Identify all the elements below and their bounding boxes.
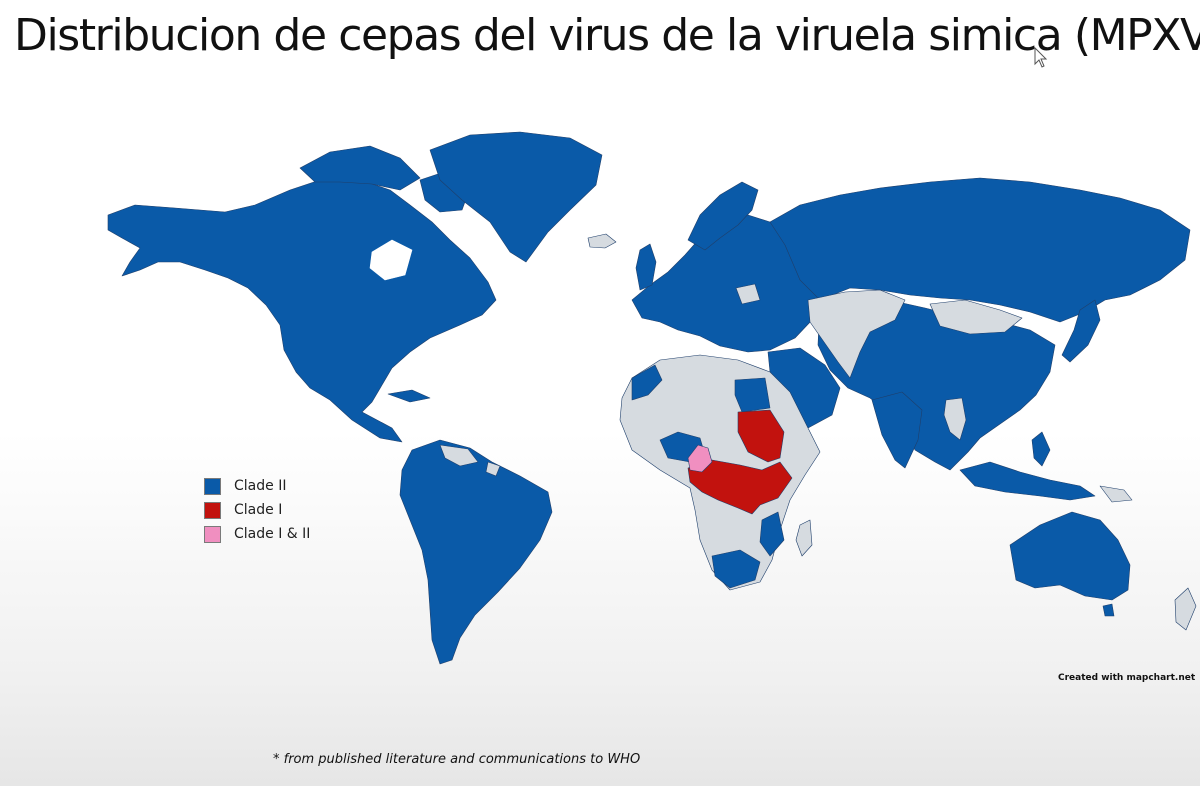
region-iceland [587,233,617,249]
legend-item-clade-ii: Clade II [204,474,310,498]
region-canadian-arctic [299,145,421,191]
region-new-zealand [1174,587,1197,631]
region-egypt [734,377,771,413]
region-suriname [485,461,501,477]
legend-swatch [204,501,221,519]
legend-label: Clade II [234,478,287,494]
region-cameroon [687,444,713,473]
region-hudson-bay [369,239,413,281]
region-venezuela [439,444,479,467]
map-credit: Created with mapchart.net [1058,673,1196,683]
region-mozambique [759,511,785,557]
region-southern-africa [711,549,761,589]
region-central-asia [807,289,906,379]
region-mongolia [929,299,1023,335]
region-papua [1099,485,1133,503]
region-cuba [387,389,431,403]
region-tasmania [1102,603,1115,617]
legend-swatch [204,477,221,495]
region-belarus [735,283,761,305]
region-madagascar [795,519,813,557]
region-japan [1061,299,1101,363]
region-morocco [631,364,663,401]
legend-swatch [204,525,221,543]
region-russia [769,177,1191,323]
region-myanmar [943,397,967,441]
cursor-icon [1034,46,1048,68]
legend-item-clade-i-ii: Clade I & II [204,522,310,546]
region-north-america [107,177,497,443]
region-scandinavia [687,181,759,251]
region-central-africa [687,459,793,515]
region-australia [1009,511,1131,601]
legend-item-clade-i: Clade I [204,498,310,522]
slide-title: Distribucion de cepas del virus de la vi… [14,10,1200,61]
region-south-america [399,439,553,665]
region-indonesia [959,461,1096,501]
footnote: * from published literature and communic… [273,752,641,767]
region-philippines [1031,431,1051,467]
region-india [871,391,923,469]
region-sudan [737,409,785,463]
region-greenland [429,131,603,263]
region-uk [635,243,657,291]
legend-label: Clade I [234,502,283,518]
map-legend: Clade II Clade I Clade I & II [204,474,310,546]
legend-label: Clade I & II [234,526,311,542]
